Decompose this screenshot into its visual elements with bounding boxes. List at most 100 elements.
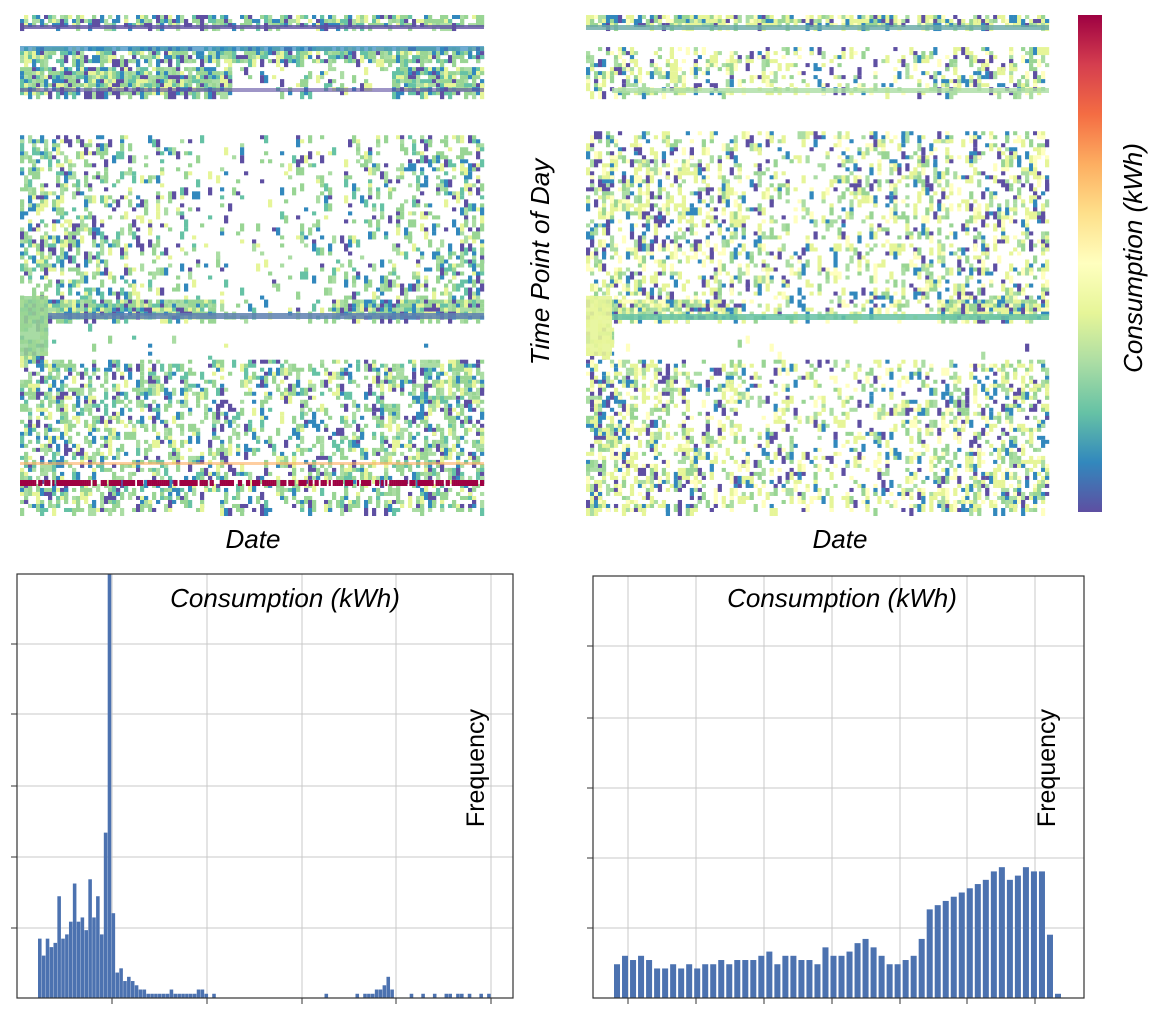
heatmap-cell	[428, 451, 433, 456]
heatmap-cell	[456, 455, 461, 460]
heatmap-cell	[404, 167, 409, 172]
heatmap-cell	[432, 307, 437, 312]
heatmap-cell	[164, 315, 169, 324]
heatmap-cell	[360, 155, 365, 160]
heatmap-cell	[396, 283, 401, 288]
heatmap-cell	[48, 315, 53, 324]
heatmap-cell	[36, 67, 41, 72]
heatmap-cell	[24, 480, 27, 486]
heatmap-cell	[168, 19, 173, 28]
heatmap-cell	[589, 283, 595, 292]
heatmap-cell	[280, 379, 285, 384]
heatmap-cell	[28, 219, 33, 224]
heatmap-cell	[168, 255, 173, 260]
heatmap-cell	[440, 395, 445, 404]
heatmap-cell	[372, 415, 377, 420]
heatmap-cell	[452, 163, 457, 168]
heatmap-cell	[172, 191, 177, 200]
heatmap-cell	[589, 443, 595, 448]
heatmap-cell	[456, 15, 461, 20]
heatmap-cell	[104, 239, 109, 244]
heatmap-cell	[40, 135, 45, 144]
heatmap-cell	[436, 215, 441, 220]
heatmap-cell	[104, 259, 109, 268]
heatmap-cell	[416, 71, 421, 76]
heatmap-cell	[172, 75, 177, 80]
heatmap-cell	[141, 480, 144, 486]
heatmap-cell	[444, 291, 449, 296]
heatmap-cell	[320, 71, 325, 76]
heatmap-cell	[148, 175, 153, 184]
heatmap-cell	[404, 419, 409, 424]
heatmap-cell	[460, 487, 465, 492]
heatmap-cell	[232, 407, 237, 412]
heatmap-cell	[272, 283, 277, 288]
heatmap-cell	[100, 451, 105, 456]
heatmap-cell	[161, 480, 164, 486]
heatmap-cell	[440, 183, 445, 192]
heatmap-cell	[200, 475, 205, 484]
heatmap-cell	[120, 307, 125, 312]
heatmap-cell	[52, 67, 57, 72]
heatmap-cell	[44, 283, 49, 292]
heatmap-cell	[264, 299, 269, 308]
heatmap-cell	[396, 423, 401, 432]
heatmap-cell	[216, 255, 221, 260]
heatmap-cell	[124, 71, 129, 76]
heatmap-cell	[84, 371, 89, 376]
heatmap-cell	[256, 480, 259, 486]
heatmap-cell	[64, 299, 69, 304]
heatmap-cell	[424, 175, 429, 180]
heatmap-cell	[46, 480, 49, 486]
heatmap-cell	[172, 415, 177, 424]
heatmap-cell	[408, 219, 413, 228]
heatmap-cell	[408, 59, 413, 64]
heatmap-cell	[188, 139, 193, 144]
heatmap-cell	[480, 491, 485, 496]
heatmap-cell	[140, 83, 145, 88]
heatmap-cell	[396, 507, 401, 512]
heatmap-cell	[80, 299, 85, 304]
heatmap-cell	[609, 307, 615, 312]
heatmap-cell	[300, 507, 305, 512]
heatmap-cell	[32, 243, 37, 248]
heatmap-cell	[244, 59, 249, 64]
heatmap-cell	[296, 83, 301, 88]
heatmap-cell	[448, 295, 453, 300]
heatmap-cell	[312, 303, 317, 312]
heatmap-cell	[605, 491, 611, 496]
heatmap-cell	[100, 91, 105, 100]
heatmap-cell	[148, 403, 153, 412]
heatmap-cell	[312, 223, 317, 228]
heatmap-cell	[300, 59, 305, 68]
heatmap-cell	[196, 395, 201, 404]
heatmap-cell	[380, 55, 385, 60]
heatmap-cell	[180, 215, 185, 220]
heatmap-cell	[104, 427, 109, 432]
heatmap-cell	[72, 423, 77, 428]
heatmap-cell	[308, 507, 313, 517]
heatmap-cell	[280, 59, 285, 64]
heatmap-cell	[328, 59, 333, 68]
heatmap-cell	[428, 83, 433, 88]
heatmap-cell	[404, 299, 409, 304]
heatmap-cell	[388, 455, 393, 464]
heatmap-cell	[96, 451, 101, 456]
heatmap-cell	[597, 495, 603, 504]
heatmap-cell	[280, 495, 285, 500]
heatmap-cell	[396, 487, 401, 496]
heatmap-cell	[108, 419, 113, 424]
heatmap-cell	[320, 19, 325, 24]
heatmap-cell	[264, 259, 269, 268]
heatmap-cell	[424, 275, 429, 284]
heatmap-cell	[586, 503, 591, 508]
heatmap-cell	[48, 235, 53, 240]
heatmap-cell	[408, 299, 413, 304]
heatmap-cell	[44, 59, 49, 68]
heatmap-cell	[104, 443, 109, 448]
heatmap-cell	[376, 307, 381, 316]
heatmap-cell	[64, 55, 69, 64]
heatmap-cell	[52, 15, 57, 20]
heatmap-cell	[236, 415, 241, 420]
heatmap-cell	[332, 471, 337, 476]
